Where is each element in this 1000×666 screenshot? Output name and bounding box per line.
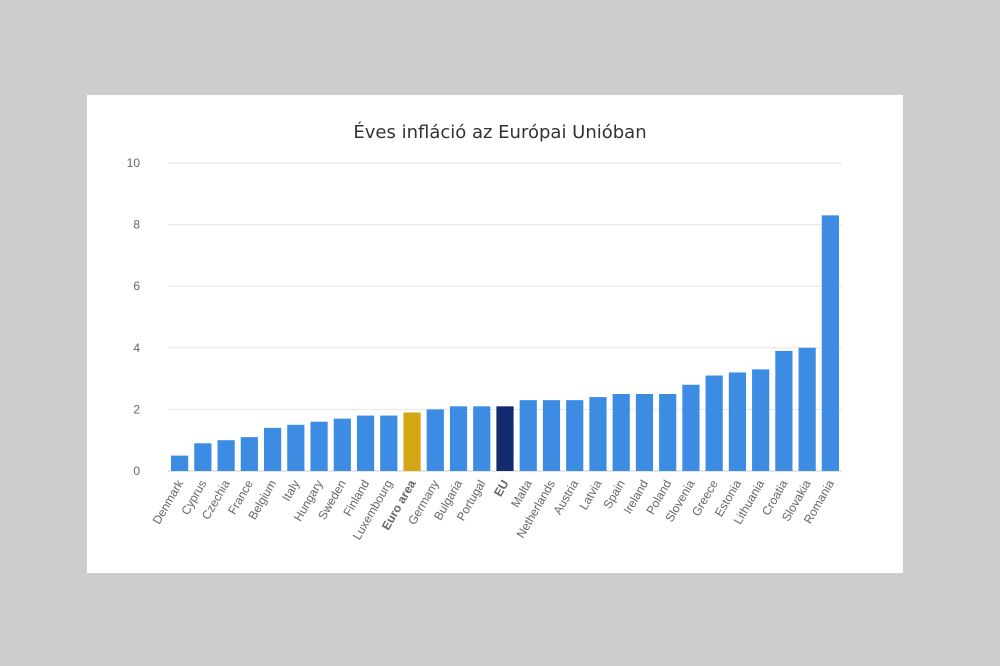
- bar: [659, 394, 677, 471]
- bar: [310, 421, 328, 471]
- chart-title: Éves infláció az Európai Unióban: [353, 121, 646, 143]
- bar: [728, 372, 747, 471]
- bar: [217, 440, 235, 471]
- bar: [798, 347, 816, 471]
- bar: [775, 350, 793, 471]
- bar: [333, 418, 351, 471]
- bar: [821, 215, 839, 471]
- chart-card: [87, 95, 903, 573]
- bar: [426, 409, 444, 471]
- bar: [449, 406, 468, 471]
- bar: [240, 437, 258, 471]
- y-tick-label: 0: [133, 464, 140, 478]
- bar: [380, 415, 398, 471]
- bar: [356, 415, 375, 471]
- bar: [542, 400, 561, 471]
- bar: [403, 412, 421, 471]
- bar: [519, 400, 537, 471]
- y-tick-label: 6: [133, 279, 140, 293]
- bar: [635, 394, 654, 471]
- bar: [612, 394, 630, 471]
- bar: [194, 443, 212, 471]
- bar: [496, 406, 514, 471]
- y-tick-label: 2: [133, 402, 140, 416]
- bar: [171, 455, 189, 471]
- y-tick-label: 10: [127, 156, 141, 170]
- bar: [263, 427, 282, 471]
- bar: [287, 424, 305, 471]
- y-tick-label: 8: [133, 218, 140, 232]
- bar: [705, 375, 723, 471]
- y-tick-label: 4: [133, 341, 140, 355]
- bar: [752, 369, 770, 471]
- bar: [566, 400, 584, 471]
- bar: [682, 384, 700, 471]
- bar: [473, 406, 491, 471]
- bar: [589, 397, 607, 471]
